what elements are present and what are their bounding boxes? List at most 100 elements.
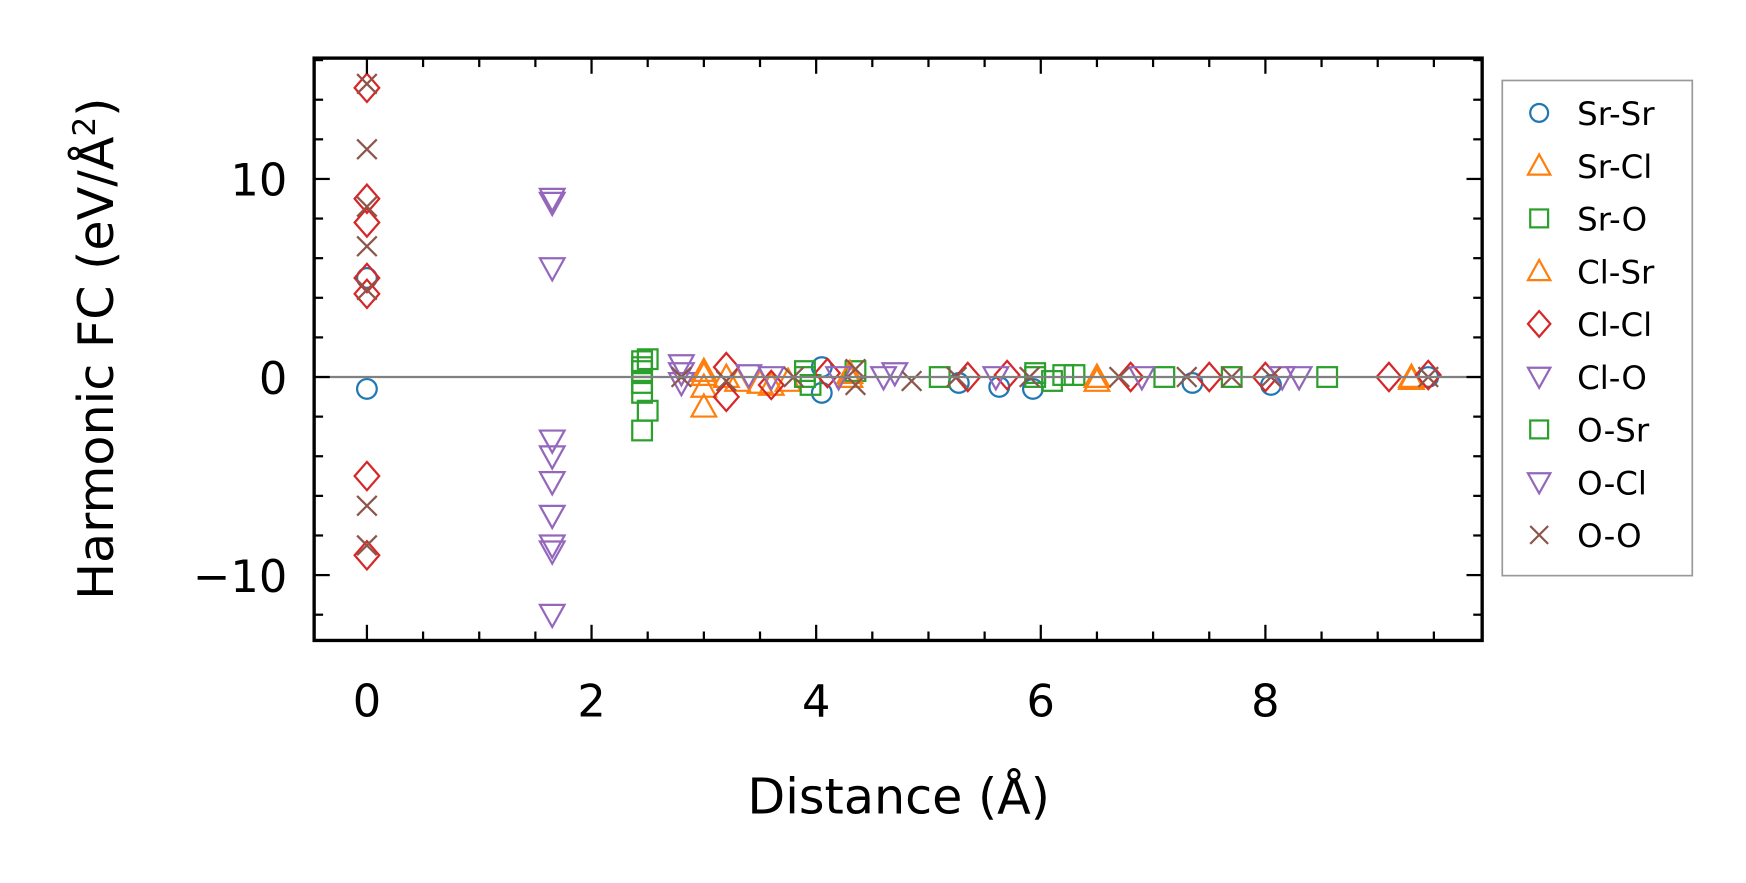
data-point [538,603,567,630]
data-point [1052,364,1075,386]
data-point [835,362,865,388]
legend-marker-icon [1526,472,1553,496]
data-point [538,257,567,283]
data-point [667,354,696,380]
x-tick-label: 4 [802,675,830,727]
data-point [353,277,381,310]
data-point [353,262,381,294]
data-point [1082,362,1112,388]
legend-label: Sr-Sr [1577,95,1655,133]
data-point [538,445,567,471]
data-point [869,366,898,392]
x-tick-label: 8 [1251,675,1279,727]
legend-marker-icon [1526,309,1552,339]
data-point [900,370,923,392]
legend-entry: O-Cl [1526,464,1647,502]
data-point [1063,364,1086,386]
data-point [689,392,719,418]
data-point [824,366,853,392]
data-point [356,534,378,557]
legend-marker-icon [1529,525,1549,545]
data-point [1041,370,1063,392]
data-point [538,504,567,531]
data-point [1116,361,1145,393]
data-point [631,381,654,404]
series-cl-o [538,191,1314,630]
data-point [844,360,867,383]
data-point [757,370,786,396]
data-point [538,187,567,214]
legend-entry: Cl-Cl [1526,306,1652,344]
legend-marker-icon [1529,419,1550,440]
legend-label: O-Cl [1577,464,1647,502]
data-point [810,381,833,404]
data-point [1195,361,1224,393]
legend-entry: Sr-Sr [1529,95,1655,133]
data-point [538,471,567,497]
data-point [715,370,737,392]
legend-marker-icon [1526,152,1553,176]
legend-entry: Sr-O [1529,201,1647,239]
data-point [689,356,719,383]
x-tick-label: 2 [577,675,605,727]
data-point [835,358,865,385]
data-point [356,138,378,160]
data-point [636,399,659,422]
data-point [844,358,867,380]
legend: Sr-Sr Sr-Cl Sr-O Cl-Sr Cl-Cl Cl-O O-Sr O-Cl O-O [1501,79,1694,577]
data-point [538,534,567,560]
legend-entry: Cl-O [1526,359,1647,397]
data-point [1082,366,1112,392]
data-point [712,380,741,413]
legend-label: Sr-Cl [1577,148,1652,186]
data-point [993,359,1021,391]
legend-label: Cl-Sr [1577,253,1655,291]
y-axis-label: Harmonic FC (eV/Å2) [67,98,125,600]
data-point [355,267,378,289]
data-point [981,366,1011,392]
legend-label: Sr-O [1577,201,1647,239]
data-point [353,71,381,104]
data-point [356,279,378,301]
data-point [1127,366,1157,392]
data-point [1375,361,1403,393]
data-point [356,73,378,95]
x-tick-label: 6 [1027,675,1055,727]
data-point [353,206,381,239]
legend-entry: O-O [1529,517,1642,555]
data-point [1284,366,1314,392]
legend-entry: O-Sr [1529,412,1650,450]
legend-label: Cl-Cl [1577,306,1652,344]
data-point [355,377,378,400]
x-axis-label: Distance (Å) [747,768,1050,826]
data-point [538,540,567,566]
data-point [1268,366,1297,392]
data-point [689,360,719,386]
data-point [353,539,381,572]
data-point [356,235,378,257]
data-point [356,495,378,517]
legend-marker-icon [1526,366,1553,391]
data-point [538,429,567,455]
axis-ticks: 0 2 4 6 8 −10 0 10 [193,58,1483,727]
data-point [757,369,786,401]
data-point [631,419,654,442]
data-points [353,71,1443,630]
data-point [954,361,982,393]
legend-entry: Cl-Sr [1526,253,1655,291]
data-point [356,196,378,218]
data-point [538,191,567,218]
series-o-cl [538,187,1297,566]
legend-label: O-Sr [1577,412,1650,450]
data-point [880,362,909,388]
plot-frame [312,56,1484,643]
legend-marker-icon [1529,102,1550,123]
data-point [667,362,696,388]
data-point [813,357,842,389]
legend-entry: Sr-Cl [1526,148,1652,186]
legend-marker-icon [1526,257,1553,282]
legend-label: O-O [1577,517,1642,555]
data-point [636,348,659,371]
x-tick-label: 0 [353,675,381,727]
